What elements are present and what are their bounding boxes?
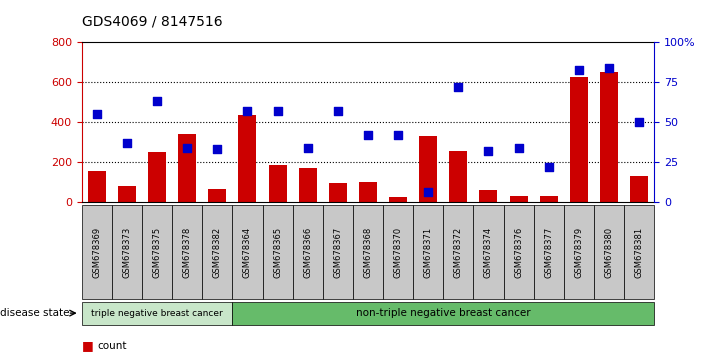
Bar [540,196,557,202]
Text: GSM678371: GSM678371 [424,227,433,278]
Point [422,189,434,195]
Bar [510,196,528,202]
Point [332,108,343,114]
Text: non-triple negative breast cancer: non-triple negative breast cancer [356,308,530,318]
Point [573,67,584,73]
Text: ■: ■ [82,339,94,352]
Bar [118,186,136,202]
Text: GSM678366: GSM678366 [303,227,312,278]
Point [543,164,555,170]
Bar [208,189,226,202]
Point [242,108,253,114]
Text: GSM678374: GSM678374 [484,227,493,278]
Point [272,108,283,114]
Text: GSM678372: GSM678372 [454,227,463,278]
Bar [630,176,648,202]
Point [362,132,374,138]
Text: count: count [97,341,127,351]
Point [634,119,645,125]
Text: GSM678377: GSM678377 [544,227,553,278]
Point [392,132,404,138]
Bar [419,136,437,202]
Bar [570,77,588,202]
Text: disease state: disease state [0,308,70,318]
Text: GSM678368: GSM678368 [363,227,373,278]
Text: GSM678365: GSM678365 [273,227,282,278]
Point [181,145,193,150]
Text: triple negative breast cancer: triple negative breast cancer [91,309,223,318]
Bar [148,152,166,202]
Bar [600,72,618,202]
Point [151,98,163,104]
Text: GDS4069 / 8147516: GDS4069 / 8147516 [82,14,223,28]
Point [91,111,102,117]
Point [483,148,494,154]
Bar [359,182,377,202]
Text: GSM678369: GSM678369 [92,227,102,278]
Point [212,147,223,152]
Text: GSM678380: GSM678380 [604,227,614,278]
Bar [269,165,287,202]
Text: GSM678373: GSM678373 [122,227,132,278]
Bar [389,197,407,202]
Text: GSM678378: GSM678378 [183,227,192,278]
Text: GSM678367: GSM678367 [333,227,342,278]
Point [122,140,133,146]
Text: GSM678370: GSM678370 [394,227,402,278]
Text: GSM678381: GSM678381 [634,227,643,278]
Bar [328,183,347,202]
Bar [178,134,196,202]
Bar [479,190,498,202]
Bar [299,168,316,202]
Bar [238,115,257,202]
Point [513,145,524,150]
Text: GSM678382: GSM678382 [213,227,222,278]
Point [302,145,314,150]
Point [453,84,464,90]
Text: GSM678364: GSM678364 [243,227,252,278]
Text: GSM678375: GSM678375 [153,227,161,278]
Bar [449,151,467,202]
Text: GSM678376: GSM678376 [514,227,523,278]
Point [603,65,614,71]
Text: GSM678379: GSM678379 [574,227,583,278]
Bar [87,171,106,202]
